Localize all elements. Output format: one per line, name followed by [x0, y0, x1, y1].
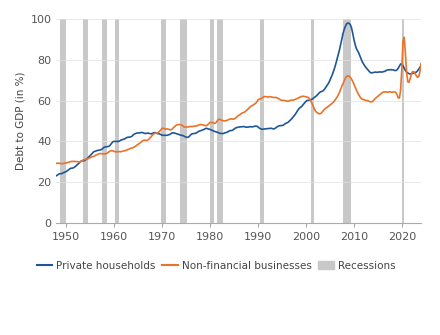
Bar [217, 19, 223, 223]
Bar [180, 19, 187, 223]
Bar [210, 19, 213, 223]
Y-axis label: Debt to GDP (in %): Debt to GDP (in %) [15, 72, 25, 170]
Bar [115, 19, 119, 223]
Bar [161, 19, 165, 223]
Bar [343, 19, 352, 223]
Bar [102, 19, 107, 223]
Legend: Private households, Non-financial businesses, Recessions: Private households, Non-financial busine… [33, 256, 400, 275]
Bar [83, 19, 88, 223]
Bar [311, 19, 314, 223]
Bar [60, 19, 66, 223]
Bar [402, 19, 404, 223]
Bar [260, 19, 264, 223]
